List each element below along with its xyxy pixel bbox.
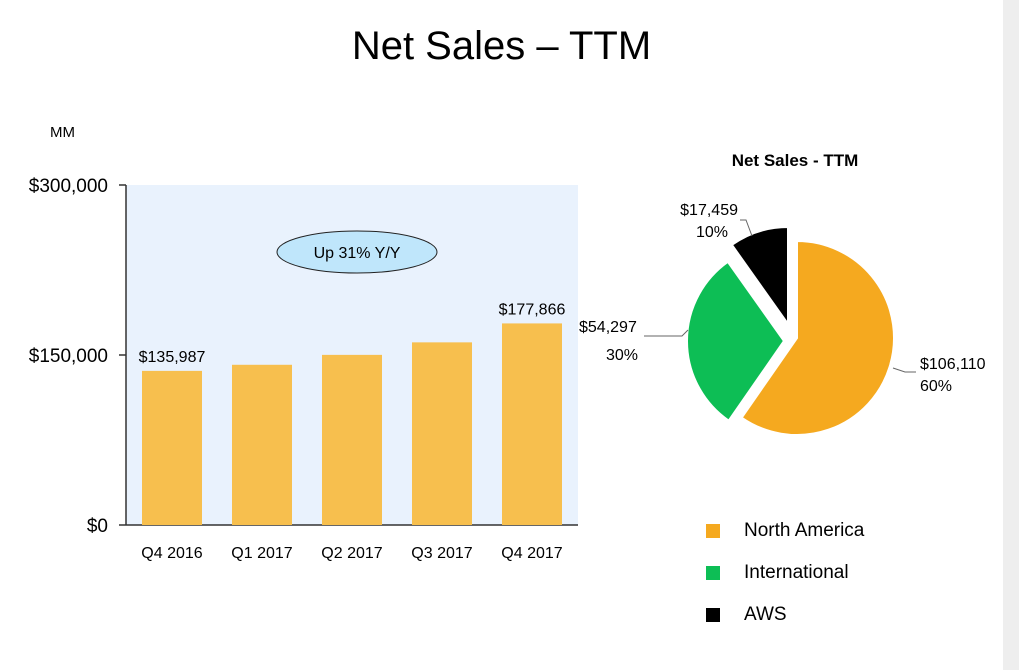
callout-text: Up 31% Y/Y bbox=[314, 245, 401, 262]
pie-value-label-aws: $17,459 bbox=[680, 202, 738, 219]
pie-legend: North America International AWS bbox=[706, 510, 864, 636]
pie-pct-label-north-america: 60% bbox=[920, 378, 952, 395]
bar bbox=[322, 354, 382, 525]
legend-swatch-north-america bbox=[706, 524, 720, 538]
y-tick-label: $300,000 bbox=[29, 176, 108, 197]
x-tick-label: Q4 2017 bbox=[501, 545, 562, 562]
pie-title: Net Sales - TTM bbox=[732, 151, 859, 170]
leader-line-international bbox=[644, 329, 689, 337]
legend-label-aws: AWS bbox=[744, 604, 787, 625]
bar bbox=[232, 364, 292, 525]
leader-line-aws bbox=[740, 219, 753, 237]
legend-item-aws: AWS bbox=[706, 594, 864, 636]
x-tick-label: Q3 2017 bbox=[411, 545, 472, 562]
pie-value-label-international: $54,297 bbox=[579, 319, 637, 336]
bar bbox=[142, 370, 202, 525]
pie-pct-label-international: 30% bbox=[606, 347, 638, 364]
legend-swatch-international bbox=[706, 566, 720, 580]
pie-slice-aws bbox=[730, 225, 789, 328]
leader-line-north-america bbox=[892, 367, 916, 373]
x-tick-label: Q1 2017 bbox=[231, 545, 292, 562]
legend-item-north-america: North America bbox=[706, 510, 864, 552]
scrollbar-track[interactable] bbox=[1003, 0, 1019, 670]
x-tick-label: Q2 2017 bbox=[321, 545, 382, 562]
x-tick-label: Q4 2016 bbox=[141, 545, 202, 562]
page-title: Net Sales – TTM bbox=[351, 24, 652, 68]
pie-pct-label-aws: 10% bbox=[696, 224, 728, 241]
legend-label-international: International bbox=[744, 562, 849, 583]
legend-item-international: International bbox=[706, 552, 864, 594]
callout-ellipse bbox=[276, 230, 438, 274]
bar-data-label: $177,866 bbox=[499, 301, 566, 318]
bar bbox=[502, 323, 562, 525]
pie-value-label-north-america: $106,110 bbox=[920, 356, 986, 373]
legend-label-north-america: North America bbox=[744, 520, 865, 541]
bar-data-label: $135,987 bbox=[139, 349, 206, 366]
legend-swatch-aws bbox=[706, 608, 720, 622]
pie-slice-international bbox=[686, 260, 786, 423]
y-tick-label: $150,000 bbox=[29, 346, 108, 367]
bar-chart: MM $0 $150,000 $300,000 Q4 2016 $135,987 Q1 20… bbox=[29, 124, 578, 562]
unit-label: MM bbox=[50, 124, 75, 141]
y-tick-label: $0 bbox=[87, 516, 108, 537]
pie-slice-north-america bbox=[740, 239, 895, 436]
bar bbox=[412, 342, 472, 525]
